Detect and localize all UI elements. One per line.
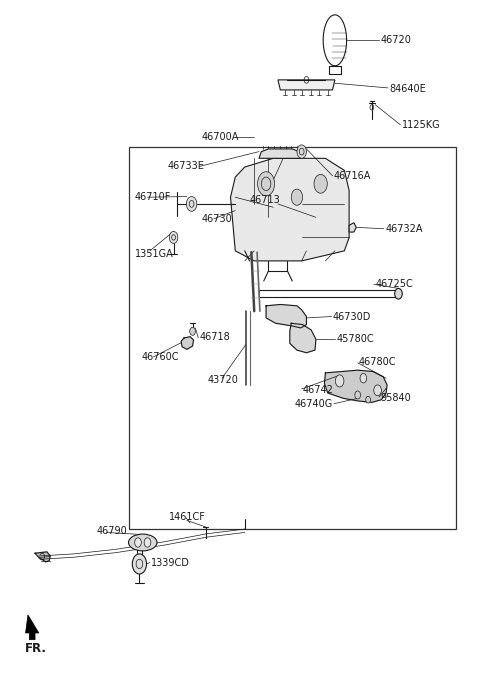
Circle shape — [144, 538, 151, 547]
Text: 46780C: 46780C — [359, 357, 396, 367]
Polygon shape — [259, 149, 301, 158]
Circle shape — [297, 145, 306, 158]
Polygon shape — [266, 304, 306, 328]
Polygon shape — [230, 158, 349, 261]
Circle shape — [360, 374, 367, 383]
Circle shape — [258, 172, 275, 196]
Polygon shape — [181, 337, 193, 349]
Circle shape — [336, 375, 344, 387]
Polygon shape — [324, 370, 387, 402]
Circle shape — [314, 174, 327, 193]
Circle shape — [355, 391, 360, 399]
Bar — [129, 147, 456, 529]
Text: 46740G: 46740G — [295, 399, 333, 409]
Text: 45780C: 45780C — [336, 335, 374, 344]
Text: 46710F: 46710F — [135, 192, 171, 202]
Circle shape — [291, 189, 302, 206]
Text: 46716A: 46716A — [334, 172, 372, 181]
Text: 46730D: 46730D — [333, 312, 372, 322]
Circle shape — [366, 396, 371, 403]
Polygon shape — [35, 552, 50, 562]
Text: 46760C: 46760C — [142, 352, 180, 362]
Text: 84640E: 84640E — [389, 84, 426, 93]
Text: 46725C: 46725C — [375, 279, 413, 289]
Circle shape — [190, 327, 195, 335]
Circle shape — [135, 538, 141, 547]
Text: 1339CD: 1339CD — [151, 558, 190, 568]
Text: 46742: 46742 — [302, 385, 334, 395]
Text: 1125KG: 1125KG — [402, 120, 441, 130]
Text: 43720: 43720 — [208, 375, 239, 385]
Circle shape — [186, 197, 197, 212]
Text: 46733E: 46733E — [168, 162, 205, 172]
Polygon shape — [25, 615, 39, 639]
Text: 46732A: 46732A — [385, 224, 423, 235]
Polygon shape — [278, 80, 335, 90]
Text: 46713: 46713 — [250, 195, 280, 205]
Ellipse shape — [129, 534, 157, 551]
Polygon shape — [290, 323, 316, 353]
Text: 95840: 95840 — [381, 393, 411, 403]
Circle shape — [374, 385, 382, 395]
Polygon shape — [349, 222, 356, 232]
Circle shape — [169, 231, 178, 243]
Circle shape — [395, 289, 402, 299]
Text: 46790: 46790 — [96, 526, 128, 536]
Text: 1351GA: 1351GA — [135, 249, 173, 259]
Circle shape — [132, 554, 146, 574]
Text: 46730: 46730 — [201, 214, 232, 224]
Text: 46720: 46720 — [381, 35, 411, 45]
Text: 46700A: 46700A — [202, 132, 240, 142]
Text: 46718: 46718 — [200, 332, 230, 341]
Text: 1461CF: 1461CF — [169, 512, 206, 522]
Text: FR.: FR. — [24, 642, 47, 655]
